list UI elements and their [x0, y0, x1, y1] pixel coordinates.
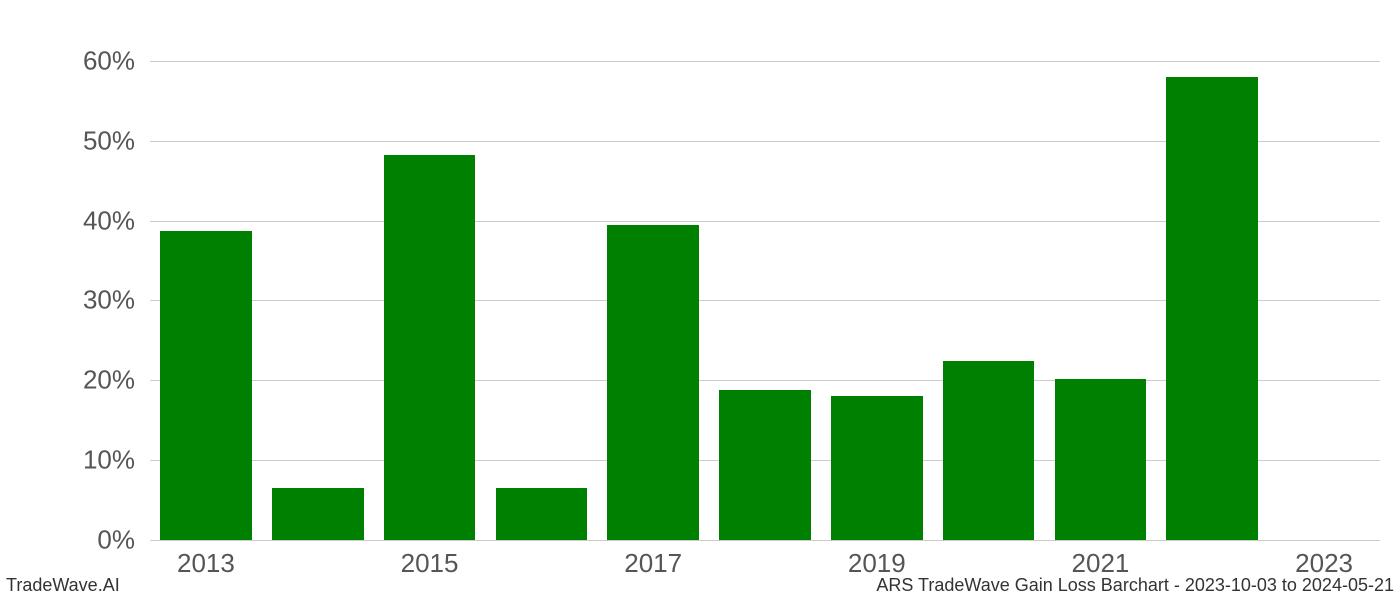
footer-right-caption: ARS TradeWave Gain Loss Barchart - 2023-…	[876, 575, 1394, 596]
y-tick-label: 60%	[0, 45, 135, 76]
bar	[272, 488, 364, 540]
y-tick-label: 10%	[0, 445, 135, 476]
bar	[943, 361, 1035, 540]
bar	[160, 231, 252, 540]
gridline	[150, 540, 1380, 541]
y-tick-label: 50%	[0, 125, 135, 156]
x-tick-label: 2017	[624, 548, 682, 579]
y-tick-label: 40%	[0, 205, 135, 236]
bar	[719, 390, 811, 540]
bar	[1166, 77, 1258, 540]
plot-area	[150, 45, 1380, 540]
y-tick-label: 0%	[0, 525, 135, 556]
bar	[607, 225, 699, 540]
x-tick-label: 2015	[401, 548, 459, 579]
bar	[384, 155, 476, 540]
y-tick-label: 30%	[0, 285, 135, 316]
y-tick-label: 20%	[0, 365, 135, 396]
footer-left-branding: TradeWave.AI	[6, 575, 120, 596]
gain-loss-barchart: 0%10%20%30%40%50%60% 2013201520172019202…	[0, 0, 1400, 600]
gridline	[150, 61, 1380, 62]
bar	[831, 396, 923, 541]
bar	[496, 488, 588, 540]
x-tick-label: 2013	[177, 548, 235, 579]
bar	[1055, 379, 1147, 540]
